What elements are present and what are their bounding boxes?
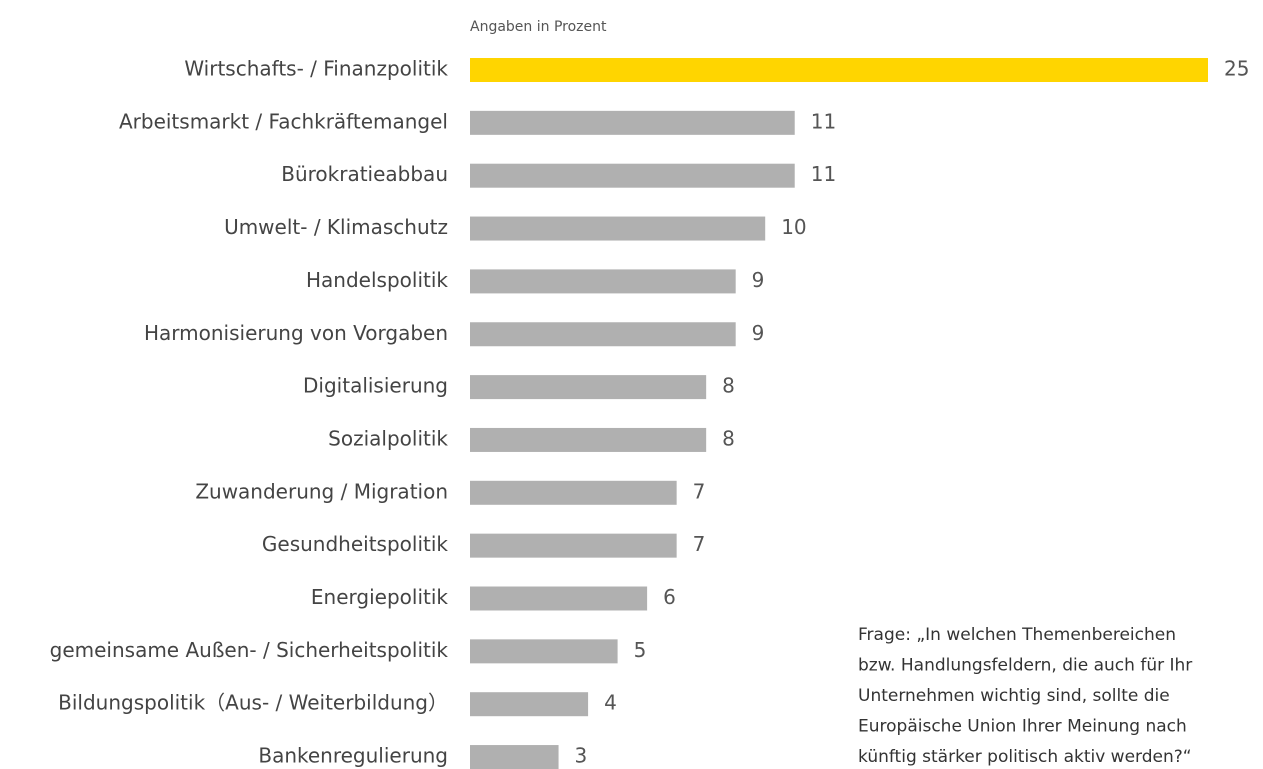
bar [470, 586, 648, 611]
bar [470, 692, 589, 717]
bar [470, 427, 707, 452]
value-label: 5 [634, 638, 647, 662]
value-label: 25 [1224, 57, 1249, 81]
note-line: künftig stärker politisch aktiv werden?“ [858, 747, 1192, 767]
note-line: Europäische Union Ihrer Meinung nach [858, 717, 1187, 737]
category-label: Umwelt- / Klimaschutz [224, 215, 448, 239]
note-line: Frage: „In welchen Themenbereichen [858, 625, 1176, 645]
bar [470, 58, 1208, 82]
category-label: Bildungspolitik（Aus- / Weiterbildung） [58, 691, 448, 715]
bar [470, 533, 677, 558]
bar [470, 480, 677, 505]
chart-subtitle: Angaben in Prozent [470, 19, 607, 35]
category-label: Zuwanderung / Migration [195, 479, 448, 503]
bar [470, 163, 795, 188]
category-label: Digitalisierung [303, 374, 448, 398]
category-label: Wirtschafts- / Finanzpolitik [184, 57, 448, 81]
value-label: 4 [604, 691, 617, 715]
category-label: Handelspolitik [306, 268, 448, 292]
category-label: Bürokratieabbau [281, 162, 448, 186]
value-label: 10 [781, 215, 806, 239]
value-label: 7 [693, 532, 706, 556]
value-label: 7 [693, 479, 706, 503]
category-label: Energiepolitik [311, 585, 448, 609]
category-label: Sozialpolitik [328, 426, 448, 450]
value-label: 3 [575, 744, 588, 768]
bar [470, 745, 559, 769]
value-label: 8 [722, 374, 735, 398]
category-label: Gesundheitspolitik [262, 532, 449, 556]
bar [470, 639, 618, 664]
bar [470, 110, 795, 135]
value-label: 11 [811, 109, 836, 133]
value-label: 11 [811, 162, 836, 186]
category-label: Arbeitsmarkt / Fachkräftemangel [119, 109, 448, 133]
category-label: Harmonisierung von Vorgaben [144, 321, 448, 345]
note-line: bzw. Handlungsfeldern, die auch für Ihr [858, 656, 1192, 676]
bar [470, 269, 736, 294]
category-label: gemeinsame Außen- / Sicherheitspolitik [50, 638, 449, 662]
value-label: 6 [663, 585, 676, 609]
bar [470, 216, 766, 241]
value-label: 8 [722, 426, 735, 450]
note-line: Unternehmen wichtig sind, sollte die [858, 686, 1170, 706]
value-label: 9 [752, 321, 765, 345]
value-label: 9 [752, 268, 765, 292]
bar [470, 375, 707, 400]
category-label: Bankenregulierung [258, 744, 448, 768]
bar [470, 322, 736, 347]
